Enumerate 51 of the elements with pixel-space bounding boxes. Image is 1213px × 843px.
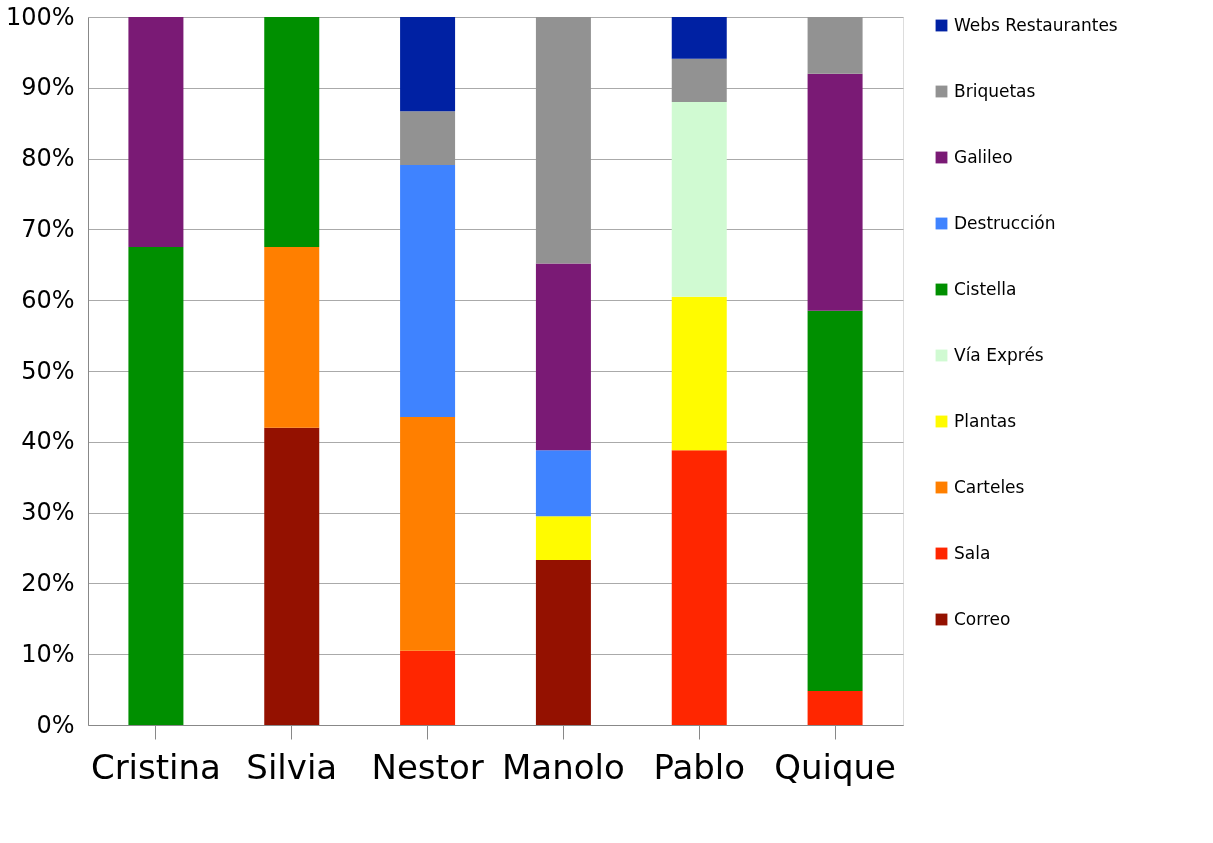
bar bbox=[400, 164, 456, 418]
legend-label: Destrucción bbox=[954, 212, 1056, 233]
legend-label: Carteles bbox=[954, 476, 1025, 497]
y-tick-label: 100% bbox=[5, 2, 75, 31]
x-tick-label: Nestor bbox=[371, 746, 484, 787]
bar bbox=[807, 691, 863, 725]
x-tick-label: Quique bbox=[774, 746, 896, 787]
y-tick-label: 20% bbox=[21, 568, 75, 597]
bar bbox=[535, 560, 591, 725]
legend-label: Cistella bbox=[954, 278, 1017, 299]
legend-label: Vía Exprés bbox=[954, 344, 1044, 365]
y-tick-label: 30% bbox=[21, 498, 75, 527]
legend-label: Briquetas bbox=[954, 80, 1036, 101]
bar bbox=[400, 111, 456, 165]
bar bbox=[535, 263, 591, 451]
y-tick-label: 70% bbox=[21, 214, 75, 243]
bar bbox=[807, 17, 863, 74]
bar bbox=[264, 427, 320, 725]
bar bbox=[400, 17, 456, 112]
y-tick-label: 10% bbox=[21, 639, 75, 668]
bar bbox=[671, 296, 727, 451]
y-tick-label: 90% bbox=[21, 73, 75, 102]
legend-label: Plantas bbox=[954, 410, 1017, 431]
legend-label: Webs Restaurantes bbox=[954, 14, 1118, 35]
bar bbox=[671, 17, 727, 59]
legend-label: Galileo bbox=[954, 146, 1013, 167]
bar bbox=[535, 17, 591, 264]
legend-label: Correo bbox=[954, 608, 1011, 629]
bar bbox=[671, 58, 727, 102]
y-tick-label: 40% bbox=[21, 427, 75, 456]
bar bbox=[535, 516, 591, 561]
x-tick-label: Cristina bbox=[90, 746, 221, 787]
x-tick-label: Silvia bbox=[246, 746, 338, 787]
y-tick-label: 80% bbox=[21, 144, 75, 173]
bar bbox=[128, 17, 184, 248]
x-tick-label: Manolo bbox=[502, 746, 625, 787]
y-tick-label: 50% bbox=[21, 356, 75, 385]
y-tick-label: 0% bbox=[36, 710, 75, 739]
legend-label: Sala bbox=[954, 542, 991, 563]
bar bbox=[807, 310, 863, 692]
bar bbox=[400, 650, 456, 725]
bar bbox=[671, 101, 727, 297]
bar bbox=[671, 450, 727, 725]
x-tick-label: Pablo bbox=[653, 746, 746, 787]
bar bbox=[264, 17, 320, 248]
bar bbox=[128, 247, 184, 725]
bar bbox=[400, 417, 456, 651]
bar bbox=[264, 247, 320, 428]
bar bbox=[807, 73, 863, 311]
y-tick-label: 60% bbox=[21, 285, 75, 314]
bar bbox=[535, 450, 591, 517]
